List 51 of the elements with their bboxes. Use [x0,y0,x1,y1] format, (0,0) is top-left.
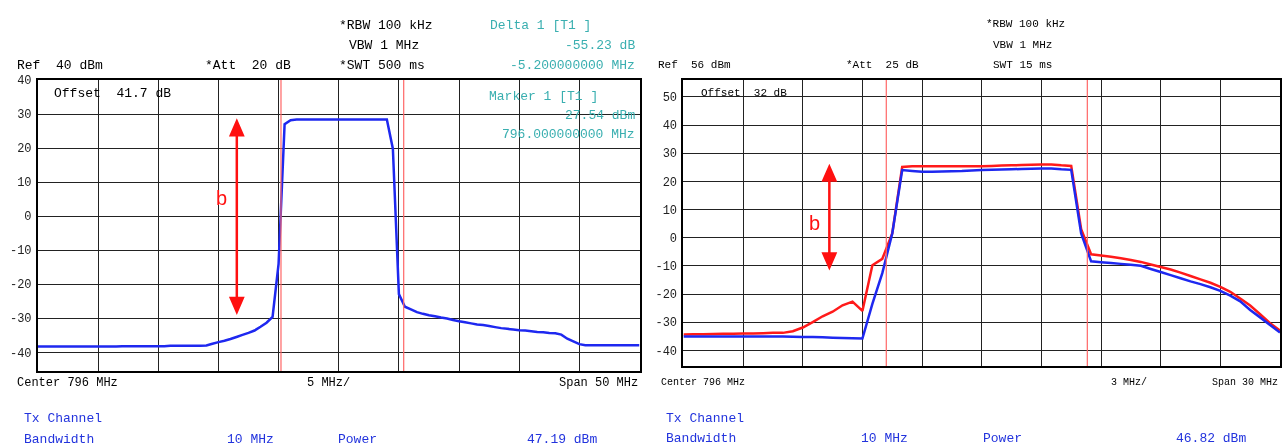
text: 47.19 dBm [527,432,598,446]
text: *Att 25 dB [846,59,920,71]
y-tick-label: 20 [662,175,678,190]
text: Bandwidth [24,432,95,446]
y-tick-label: 50 [662,91,678,106]
text: Power [983,431,1023,446]
text: Span 50 MHz [559,376,639,390]
y-tick-label: 10 [17,176,32,191]
text: 10 MHz [861,431,908,446]
text: *SWT 500 ms [339,58,425,73]
text: *Att 20 dB [205,58,292,73]
y-tick-label: -10 [655,260,678,275]
text: Tx Channel [24,411,103,426]
text: Ref 56 dBm [658,59,732,71]
text: Center 796 MHz [661,377,746,388]
y-tick-label: -10 [9,244,32,259]
text: Delta 1 [T1 ] [490,18,592,33]
y-tick-label: -20 [9,278,32,293]
text: -5.200000000 MHz [510,58,635,73]
y-tick-label: 0 [669,231,678,246]
y-tick-label: 40 [17,74,32,89]
text: -55.23 dB [565,38,636,53]
y-tick-label: -30 [655,316,678,331]
y-tick-label: -20 [655,288,678,303]
y-tick-label: 40 [662,119,678,134]
annotation: b [809,212,821,234]
text: *RBW 100 kHz [339,18,433,33]
y-tick-label: 0 [24,210,32,225]
text: *RBW 100 kHz [986,18,1066,30]
line-series [37,118,640,348]
y-tick-label: 30 [17,108,32,123]
text: SWT 15 ms [993,59,1053,71]
text: Power [338,432,378,446]
text: VBW 1 MHz [349,38,420,53]
text: Center 796 MHz [17,376,118,390]
text: 3 MHz/ [1111,377,1148,388]
y-tick-label: 20 [17,142,32,157]
y-tick-label: 30 [662,147,678,162]
text: 46.82 dBm [1176,431,1247,446]
y-tick-label: -40 [655,344,678,359]
text: VBW 1 MHz [993,39,1053,51]
text: 10 MHz [227,432,274,446]
text: Ref 40 dBm [17,58,104,73]
y-tick-label: 10 [662,203,678,218]
y-tick-label: -40 [9,346,32,361]
text: Tx Channel [666,411,745,426]
y-tick-label: -30 [9,312,32,327]
text: Bandwidth [666,431,737,446]
text: Span 30 MHz [1212,377,1279,388]
text: 5 MHz/ [307,376,351,390]
annotation: Offset 32 dB [701,87,788,99]
